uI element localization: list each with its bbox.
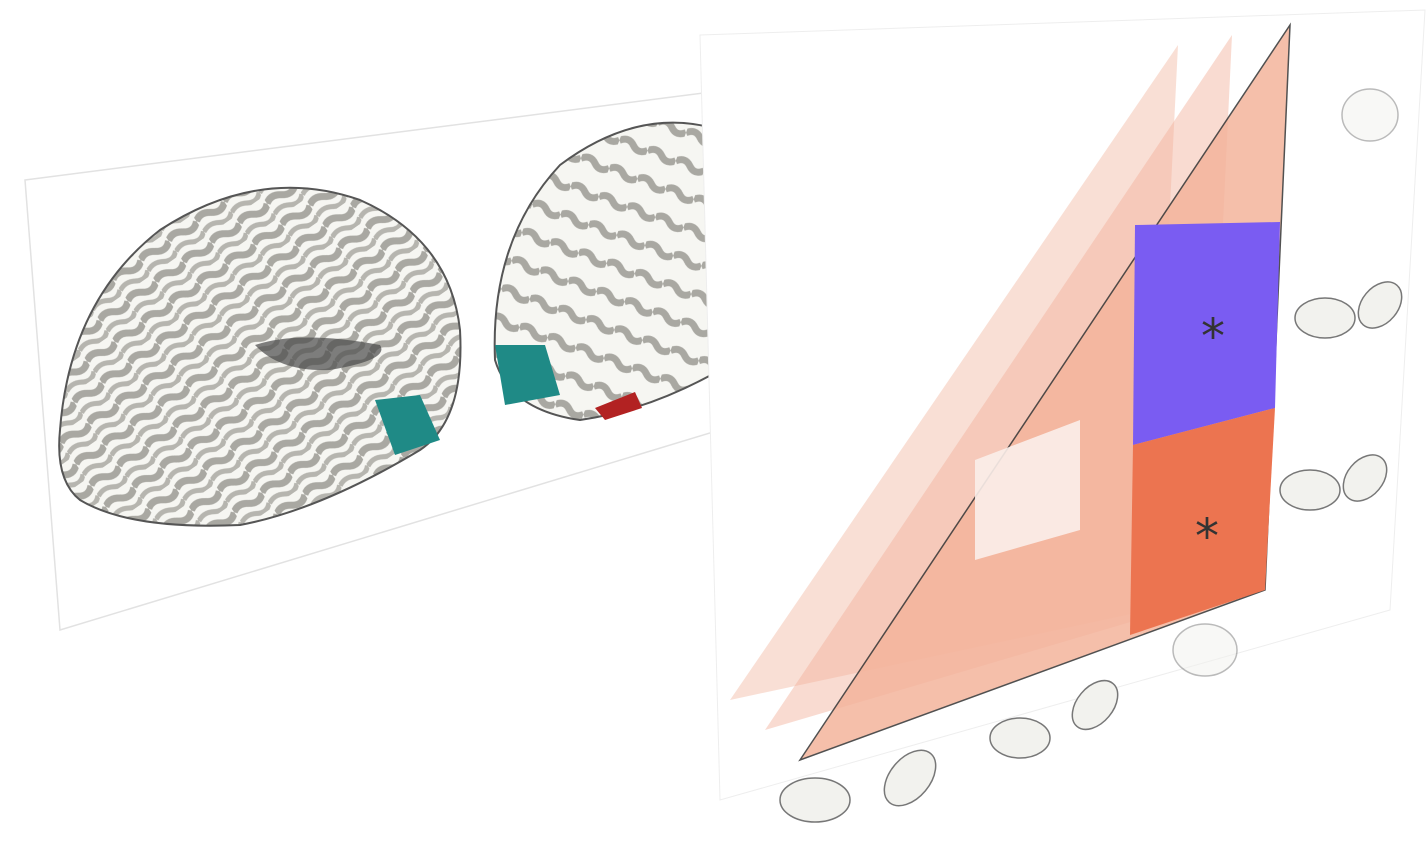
thumbnails <box>779 88 1403 823</box>
annotation: * <box>1201 309 1225 365</box>
thumbnail <box>989 717 1051 759</box>
thumbnail <box>779 777 851 823</box>
matrix-cell-orange <box>1130 408 1275 635</box>
region-teal <box>375 395 440 455</box>
thumbnail <box>1279 469 1341 511</box>
annotation: * <box>1195 509 1219 565</box>
thumbnail <box>1357 281 1403 329</box>
thumbnail <box>1294 297 1356 339</box>
thumbnail <box>1341 88 1399 142</box>
matrix-cell <box>975 420 1080 560</box>
brain-lateral <box>58 186 462 527</box>
thumbnail <box>1342 454 1388 502</box>
thumbnail <box>1172 623 1238 677</box>
thumbnail <box>883 749 937 807</box>
thumbnail <box>1071 679 1119 731</box>
region-red <box>595 392 642 420</box>
region-teal <box>495 345 560 405</box>
sulcus <box>255 337 382 371</box>
matrix-cell-blue <box>1133 222 1280 445</box>
right-panel: * * <box>699 9 1426 823</box>
